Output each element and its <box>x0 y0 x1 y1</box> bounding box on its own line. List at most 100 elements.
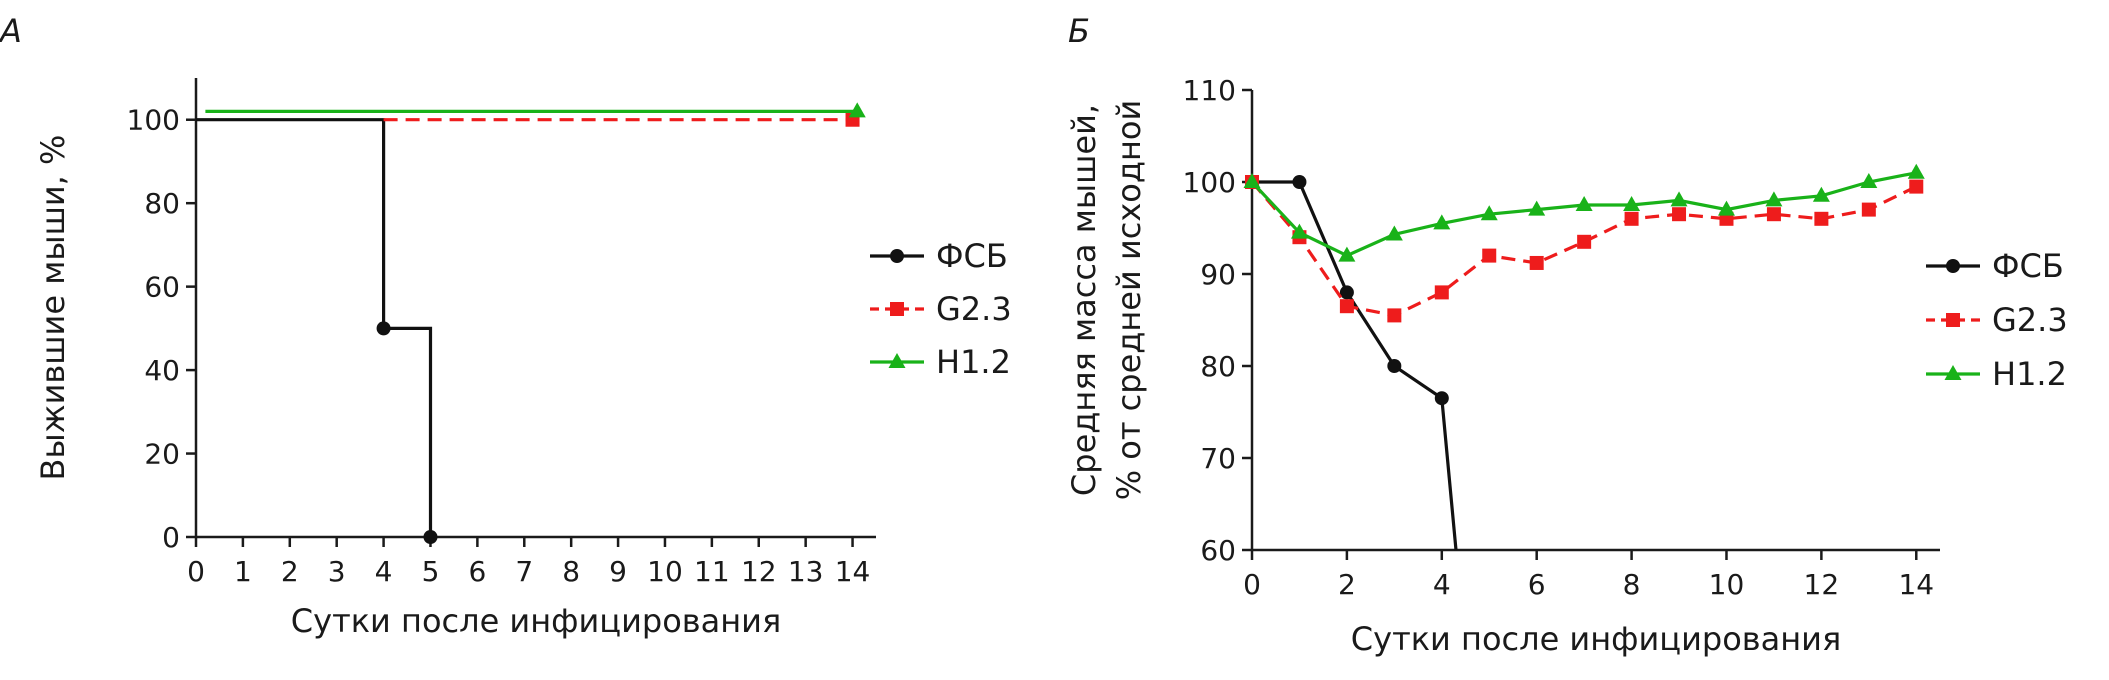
data-point <box>1907 163 1925 179</box>
legend-label: ФСБ <box>1992 247 2064 285</box>
x-tick-label: 4 <box>1433 568 1451 601</box>
x-tick-label: 6 <box>468 555 486 588</box>
y-tick-label: 80 <box>1200 350 1236 383</box>
data-point <box>1385 225 1403 241</box>
data-point <box>1434 285 1449 300</box>
data-point <box>1670 191 1688 207</box>
data-point <box>1577 234 1592 249</box>
data-point <box>376 321 391 336</box>
y-tick-label: 80 <box>144 187 180 220</box>
data-point <box>1387 308 1402 323</box>
x-tick-label: 6 <box>1528 568 1546 601</box>
data-point <box>1717 200 1735 216</box>
x-tick-label: 12 <box>741 555 777 588</box>
data-point <box>1339 299 1354 314</box>
y-tick-label: 110 <box>1183 74 1236 107</box>
data-point <box>1480 205 1498 221</box>
legend-marker <box>1944 365 1962 380</box>
x-tick-label: 11 <box>694 555 730 588</box>
y-tick-label: 0 <box>162 521 180 554</box>
data-point <box>1814 211 1829 226</box>
y-axis-title: Выжившие мыши, % <box>34 135 72 481</box>
data-point <box>1387 359 1402 373</box>
data-point <box>1433 214 1451 230</box>
series-line <box>1252 180 1458 551</box>
y-tick-label: 100 <box>1183 166 1236 199</box>
series-G2.3 <box>383 112 860 127</box>
data-point <box>1766 207 1781 222</box>
y-axis-title-line: Средняя масса мышей, <box>1065 104 1103 496</box>
data-point <box>1338 246 1356 262</box>
legend-label: ФСБ <box>936 237 1008 275</box>
panel-letter: А <box>0 12 22 50</box>
data-point <box>1290 223 1308 239</box>
legend-marker <box>888 353 906 368</box>
data-point <box>1672 207 1687 222</box>
series-H1.2 <box>1243 163 1925 262</box>
data-point <box>1434 391 1449 406</box>
x-tick-label: 4 <box>375 555 393 588</box>
x-tick-label: 7 <box>515 555 533 588</box>
legend-label: G2.3 <box>936 290 1012 328</box>
chart-panel-b: Б 0 2 4 6 8 10 12 14 60 70 80 90 100 110 Сутки после ин… <box>1065 12 2068 658</box>
x-tick-label: 12 <box>1804 568 1840 601</box>
legend-label: H1.2 <box>1992 355 2067 393</box>
x-tick-label: 10 <box>647 555 683 588</box>
series-line <box>1250 180 1917 318</box>
x-tick-label: 3 <box>328 555 346 588</box>
data-point <box>1529 255 1544 270</box>
y-tick-label: 70 <box>1200 442 1236 475</box>
y-tick-label: 100 <box>127 104 180 137</box>
x-tick-label: 14 <box>835 555 871 588</box>
legend-marker <box>1946 313 1960 327</box>
series-G2.3 <box>1245 175 1924 323</box>
data-point <box>848 102 866 118</box>
panel-letter: Б <box>1068 12 1090 50</box>
legend-marker <box>890 249 904 263</box>
x-tick-label: 1 <box>234 555 252 588</box>
x-tick-label: 14 <box>1898 568 1934 601</box>
series-ФСБ <box>1245 175 1458 551</box>
x-axis-title: Сутки после инфицирования <box>1351 620 1841 658</box>
data-point <box>423 530 438 544</box>
data-point <box>1765 191 1783 207</box>
data-point <box>1575 196 1593 211</box>
data-point <box>1860 173 1878 188</box>
x-tick-label: 10 <box>1709 568 1745 601</box>
legend-label: G2.3 <box>1992 301 2068 339</box>
data-point <box>1339 285 1354 300</box>
y-tick-label: 40 <box>144 354 180 387</box>
series-ФСБ <box>196 118 438 544</box>
data-point <box>1861 202 1876 217</box>
series-H1.2 <box>205 102 866 118</box>
y-tick-label: 90 <box>1200 258 1236 291</box>
legend-marker <box>890 302 904 316</box>
y-tick-label: 20 <box>144 438 180 471</box>
x-tick-label: 2 <box>1338 568 1356 601</box>
data-point <box>1482 248 1497 263</box>
data-point <box>1624 211 1639 226</box>
x-tick-label: 8 <box>562 555 580 588</box>
x-tick-label: 0 <box>187 555 205 588</box>
data-point <box>1292 175 1307 189</box>
x-axis-title: Сутки после инфицирования <box>291 602 781 640</box>
y-tick-label: 60 <box>1200 534 1236 567</box>
data-point <box>1243 173 1261 188</box>
x-tick-label: 9 <box>609 555 627 588</box>
x-tick-label: 2 <box>281 555 299 588</box>
data-point <box>1812 186 1830 202</box>
y-axis-title-line: % от средней исходной <box>1110 100 1148 501</box>
data-point <box>1528 200 1546 216</box>
legend-marker <box>1946 259 1960 273</box>
x-tick-label: 13 <box>788 555 824 588</box>
x-tick-label: 8 <box>1623 568 1641 601</box>
series-line <box>196 118 433 537</box>
x-tick-label: 0 <box>1243 568 1261 601</box>
y-tick-label: 60 <box>144 271 180 304</box>
data-point <box>1623 196 1641 211</box>
x-tick-label: 5 <box>422 555 440 588</box>
legend-label: H1.2 <box>936 343 1011 381</box>
data-point <box>1909 179 1924 194</box>
